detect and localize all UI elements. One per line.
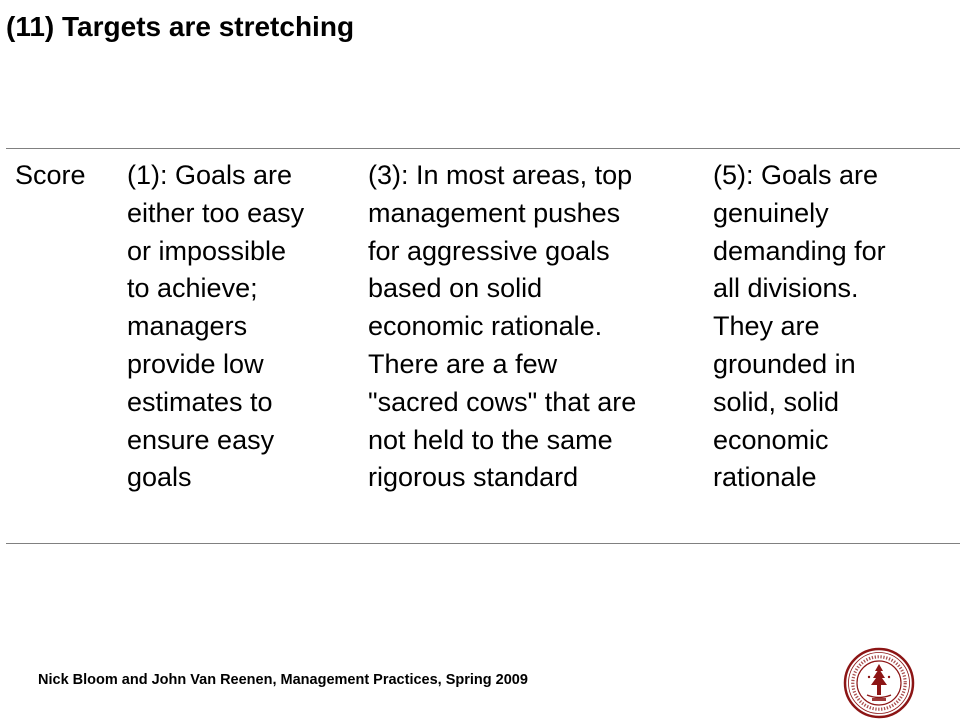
level-1-line: (1): Goals are bbox=[127, 160, 293, 190]
level-5-line: They are bbox=[713, 311, 820, 342]
table-top-rule bbox=[6, 148, 960, 149]
level-5-line: all divisions. bbox=[713, 273, 859, 304]
level-3-line: (3): In most areas, top bbox=[368, 160, 633, 190]
stanford-seal-icon bbox=[843, 647, 915, 719]
level-3-line: economic rationale. bbox=[368, 311, 603, 342]
level-1-line: ensure easy bbox=[127, 424, 275, 455]
level-3-line: There are a few bbox=[368, 348, 558, 379]
level-5-line: solid, solid bbox=[713, 386, 840, 417]
level-1-line: provide low bbox=[127, 348, 264, 379]
level-1-line: managers bbox=[127, 311, 248, 342]
level-3-line: management pushes bbox=[368, 197, 621, 228]
score-header-cell: Score bbox=[15, 157, 115, 195]
score-level-1-cell: (1): Goals are either too easy or imposs… bbox=[127, 157, 347, 497]
table-bottom-rule bbox=[6, 543, 960, 544]
level-3-line: "sacred cows" that are bbox=[368, 386, 637, 417]
slide-title: (11) Targets are stretching bbox=[6, 11, 355, 42]
level-3-line: for aggressive goals bbox=[368, 235, 610, 266]
level-1-line: estimates to bbox=[127, 386, 273, 417]
level-3-line: not held to the same bbox=[368, 424, 613, 455]
level-5-line: (5): Goals are bbox=[713, 160, 879, 190]
level-1-line: either too easy bbox=[127, 197, 305, 228]
level-5-line: rationale bbox=[713, 462, 817, 493]
score-level-5-cell: (5): Goals are genuinely demanding for a… bbox=[713, 157, 943, 497]
score-header-label: Score bbox=[15, 160, 86, 190]
level-1-line: to achieve; bbox=[127, 273, 258, 304]
level-5-line: economic bbox=[713, 424, 829, 455]
footer-credit: Nick Bloom and John Van Reenen, Manageme… bbox=[38, 672, 528, 688]
level-1-line: or impossible bbox=[127, 235, 287, 266]
level-5-line: genuinely bbox=[713, 197, 829, 228]
level-3-line: rigorous standard bbox=[368, 462, 579, 493]
score-level-3-cell: (3): In most areas, top management pushe… bbox=[368, 157, 698, 497]
level-5-line: grounded in bbox=[713, 348, 856, 379]
level-3-line: based on solid bbox=[368, 273, 543, 304]
level-1-line: goals bbox=[127, 462, 192, 493]
level-5-line: demanding for bbox=[713, 235, 886, 266]
